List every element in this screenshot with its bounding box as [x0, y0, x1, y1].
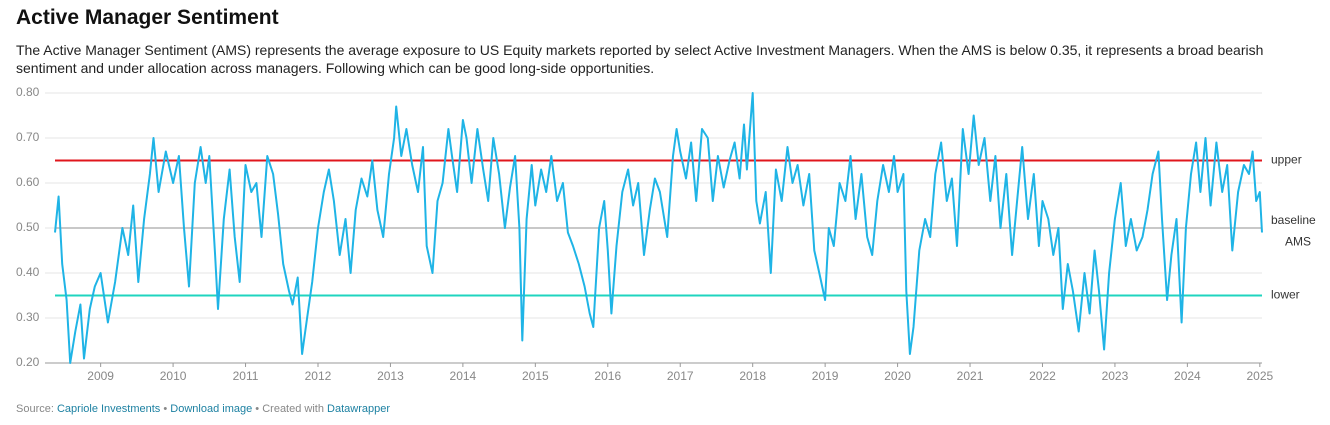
y-tick-label: 0.20 — [16, 355, 40, 369]
reference-label: upper — [1271, 153, 1302, 167]
y-tick-label: 0.40 — [16, 265, 40, 279]
x-tick-label: 2017 — [667, 369, 694, 383]
x-tick-label: 2023 — [1102, 369, 1129, 383]
x-tick-label: 2022 — [1029, 369, 1056, 383]
y-tick-label: 0.30 — [16, 310, 40, 324]
x-tick-label: 2015 — [522, 369, 549, 383]
source-link[interactable]: Capriole Investments — [56, 403, 161, 415]
y-tick-label: 0.70 — [16, 130, 40, 144]
separator: • — [255, 403, 260, 415]
x-tick-label: 2014 — [450, 369, 477, 383]
x-tick-label: 2011 — [233, 369, 259, 383]
y-tick-label: 0.50 — [16, 220, 40, 234]
credit-link[interactable]: Datawrapper — [327, 403, 391, 415]
y-tick-label: 0.60 — [16, 175, 40, 189]
x-tick-label: 2012 — [305, 369, 332, 383]
x-tick-label: 2019 — [812, 369, 839, 383]
chart-title: Active Manager Sentiment — [16, 6, 279, 29]
reference-label: baseline — [1271, 213, 1316, 227]
footer: Source: Capriole Investments • Download … — [16, 403, 390, 415]
reference-label: lower — [1271, 288, 1300, 302]
chart-subtitle: The Active Manager Sentiment (AMS) repre… — [16, 42, 1264, 76]
source-label: Source: — [16, 403, 54, 415]
x-tick-label: 2018 — [739, 369, 766, 383]
series-label: AMS — [1285, 235, 1311, 249]
y-tick-label: 0.80 — [16, 85, 40, 99]
x-tick-label: 2025 — [1246, 369, 1273, 383]
x-tick-label: 2013 — [377, 369, 404, 383]
credit-prefix: Created with — [262, 403, 324, 415]
series-line — [54, 92, 1263, 364]
x-tick-label: 2010 — [160, 369, 187, 383]
download-link[interactable]: Download image — [170, 403, 253, 415]
x-tick-label: 2016 — [594, 369, 621, 383]
x-tick-label: 2020 — [884, 369, 911, 383]
x-tick-label: 2021 — [957, 369, 984, 383]
x-tick-label: 2009 — [87, 369, 114, 383]
x-tick-label: 2024 — [1174, 369, 1201, 383]
separator: • — [163, 403, 168, 415]
